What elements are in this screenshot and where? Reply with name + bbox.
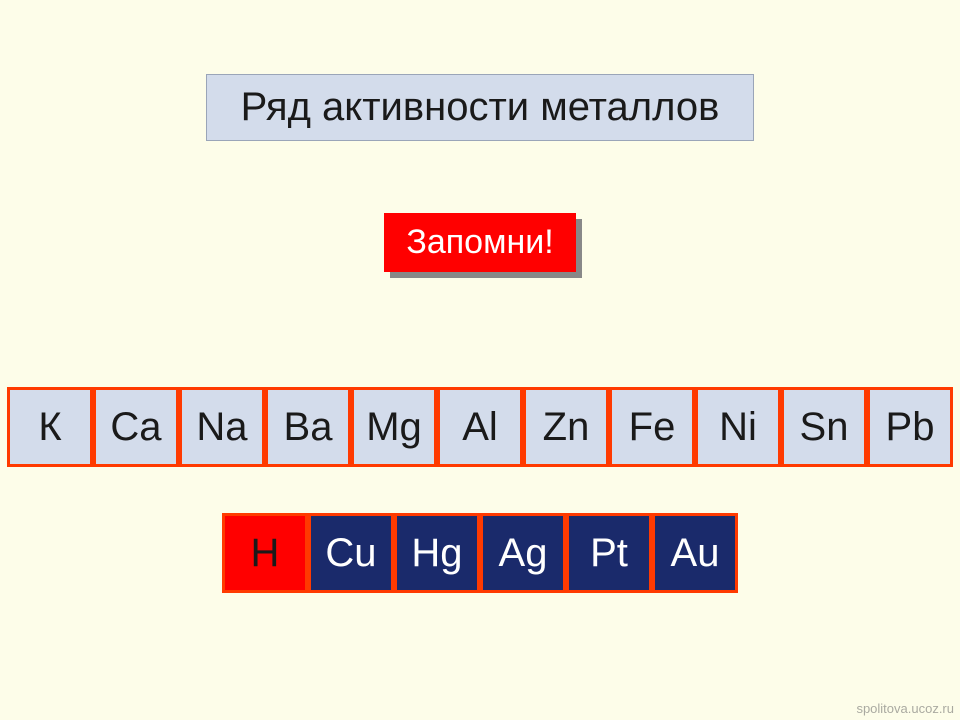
element-cell: К <box>7 387 93 467</box>
element-cell: Zn <box>523 387 609 467</box>
watermark-text: spolitova.ucoz.ru <box>856 701 954 716</box>
element-cell: Pt <box>566 513 652 593</box>
element-cell: H <box>222 513 308 593</box>
remember-text: Запомни! <box>406 223 553 261</box>
element-cell: Mg <box>351 387 437 467</box>
slide-content: Ряд активности металлов Запомни! КCaNaBa… <box>0 0 960 720</box>
element-cell: Ni <box>695 387 781 467</box>
element-cell: Cu <box>308 513 394 593</box>
element-cell: Ca <box>93 387 179 467</box>
element-cell: Hg <box>394 513 480 593</box>
title-banner: Ряд активности металлов <box>206 74 755 141</box>
watermark: spolitova.ucoz.ru <box>856 701 954 716</box>
activity-series-row-2: HCuHgAgPtAu <box>222 513 738 593</box>
element-cell: Au <box>652 513 738 593</box>
element-cell: Ag <box>480 513 566 593</box>
remember-callout: Запомни! <box>384 213 575 272</box>
element-cell: Na <box>179 387 265 467</box>
element-cell: Al <box>437 387 523 467</box>
remember-box: Запомни! <box>384 213 575 272</box>
element-cell: Sn <box>781 387 867 467</box>
activity-series-row-1: КCaNaBaMgAlZnFeNiSnPb <box>7 387 953 467</box>
title-text: Ряд активности металлов <box>241 85 720 129</box>
element-cell: Fe <box>609 387 695 467</box>
element-cell: Pb <box>867 387 953 467</box>
element-cell: Ba <box>265 387 351 467</box>
